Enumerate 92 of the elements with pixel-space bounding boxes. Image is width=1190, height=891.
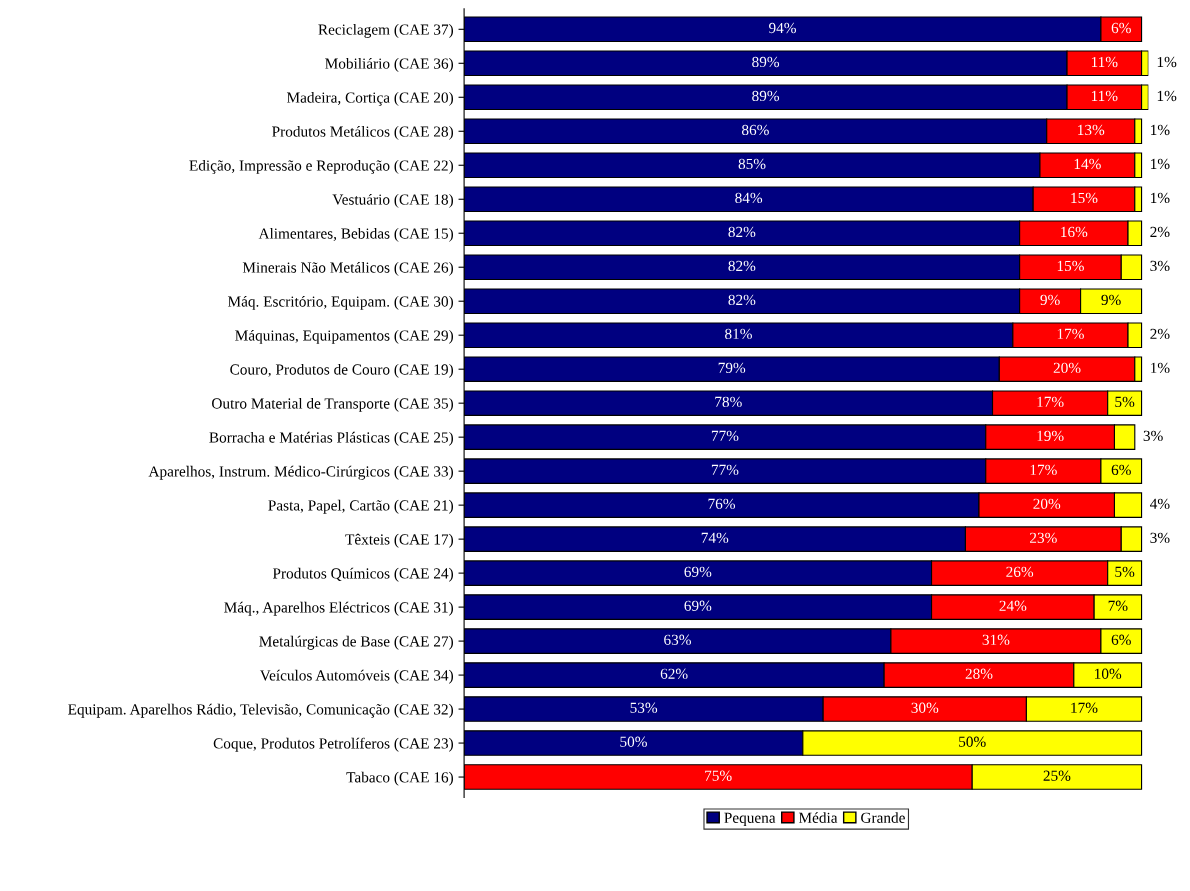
legend-label: Grande [861,812,905,823]
data-label: 84% [735,192,763,204]
y-tick-label: Produtos Metálicos (CAE 28) [272,125,454,140]
y-tick-label: Coque, Produtos Petrolíferos (CAE 23) [213,737,454,752]
y-tick-label: Minerais Não Metálicos (CAE 26) [242,261,454,276]
data-label: 62% [660,668,688,679]
data-label: 2% [1150,226,1170,238]
data-label: 69% [684,566,712,577]
data-label: 1% [1157,90,1177,102]
legend-label: Pequena [724,812,776,827]
data-label: 1% [1151,158,1170,170]
data-label: 86% [741,124,769,136]
data-label: 69% [684,600,712,611]
y-tick-label: Alimentares, Bebidas (CAE 15) [258,227,454,242]
data-label: 74% [701,532,729,544]
y-tick-label: Edição, Impressão e Reprodução (CAE 22) [189,159,454,174]
data-label: 25% [1043,770,1071,781]
data-label: 9% [1101,294,1121,306]
data-label: 1% [1151,362,1170,374]
y-tick-label: Borracha e Matérias Plásticas (CAE 25) [209,431,453,446]
data-label: 17% [1030,464,1057,476]
data-label: 16% [1061,226,1088,238]
data-label: 20% [1033,498,1061,510]
data-label: 10% [1095,668,1122,679]
data-label: 23% [1030,532,1057,544]
data-label: 50% [959,736,986,747]
data-label: 6% [1111,22,1131,34]
y-tick-label: Pasta, Papel, Cartão (CAE 21) [268,499,454,514]
y-tick-label: Vestuário (CAE 18) [332,193,454,208]
data-label: 30% [911,702,939,713]
data-label: 75% [705,770,732,781]
data-label: 1% [1157,56,1177,68]
data-label: 82% [728,226,756,238]
y-tick-label: Metalúrgicas de Base (CAE 27) [259,635,454,650]
data-label: 78% [715,396,742,408]
data-label: 14% [1074,158,1101,170]
data-label: 13% [1078,124,1105,136]
data-label: 50% [620,736,647,747]
data-label: 17% [1071,702,1098,713]
data-label: 26% [1006,566,1034,577]
data-label: 28% [965,668,993,679]
y-tick-label: Aparelhos, Instrum. Médico-Cirúrgicos (CAE 33) [148,465,454,480]
y-tick-label: Madeira, Cortiça (CAE 20) [286,91,454,106]
data-label: 31% [982,634,1010,645]
y-tick-label: Máquinas, Equipamentos (CAE 29) [235,329,454,344]
data-label: 77% [711,464,739,476]
data-label: 6% [1111,464,1131,476]
data-label: 2% [1150,328,1170,340]
y-tick-label: Mobiliário (CAE 36) [325,57,454,72]
data-label: 3% [1150,260,1170,272]
data-label: 15% [1057,260,1084,272]
data-label: 53% [630,702,658,713]
data-label: 76% [708,498,736,510]
data-label: 1% [1151,124,1170,136]
y-tick-label: Reciclagem (CAE 37) [318,24,454,38]
y-tick-label: Produtos Químicos (CAE 24) [272,567,454,582]
y-tick-label: Veículos Automóveis (CAE 34) [259,669,454,684]
data-label: 82% [728,294,756,306]
data-label: 3% [1150,532,1170,544]
data-label: 77% [711,430,739,442]
y-tick-label: Têxteis (CAE 17) [345,533,454,548]
data-label: 89% [752,90,780,102]
data-label: 3% [1143,430,1163,442]
data-label: 17% [1037,396,1064,408]
y-tick-label: Outro Material de Transporte (CAE 35) [212,397,454,412]
data-label: 94% [769,22,796,34]
data-label: 17% [1057,328,1084,340]
data-label: 11% [1091,56,1118,68]
y-tick-label: Máq. Escritório, Equipam. (CAE 30) [227,295,454,310]
data-label: 63% [664,634,691,645]
data-label: 19% [1037,430,1064,442]
data-label: 20% [1053,362,1081,374]
data-label: 79% [718,362,746,374]
data-label: 89% [752,56,780,68]
data-label: 81% [725,328,752,340]
data-label: 1% [1151,192,1170,204]
data-label: 7% [1108,600,1128,611]
data-label: 4% [1150,498,1170,510]
y-tick-label: Tabaco (CAE 16) [346,771,454,786]
data-label: 15% [1071,192,1098,204]
legend-label: Média [798,812,838,823]
data-label: 9% [1040,294,1060,306]
data-label: 82% [728,260,756,272]
data-label: 11% [1091,90,1118,102]
data-label: 5% [1115,396,1135,408]
y-tick-label: Máq., Aparelhos Eléctricos (CAE 31) [224,601,454,616]
data-label: 85% [738,158,766,170]
y-tick-label: Couro, Produtos de Couro (CAE 19) [230,363,454,378]
data-label: 5% [1115,566,1135,577]
y-tick-label: Equipam. Aparelhos Rádio, Televisão, Comunicação (CAE 32) [68,703,453,718]
data-label: 6% [1111,634,1131,645]
data-label: 24% [999,600,1027,611]
